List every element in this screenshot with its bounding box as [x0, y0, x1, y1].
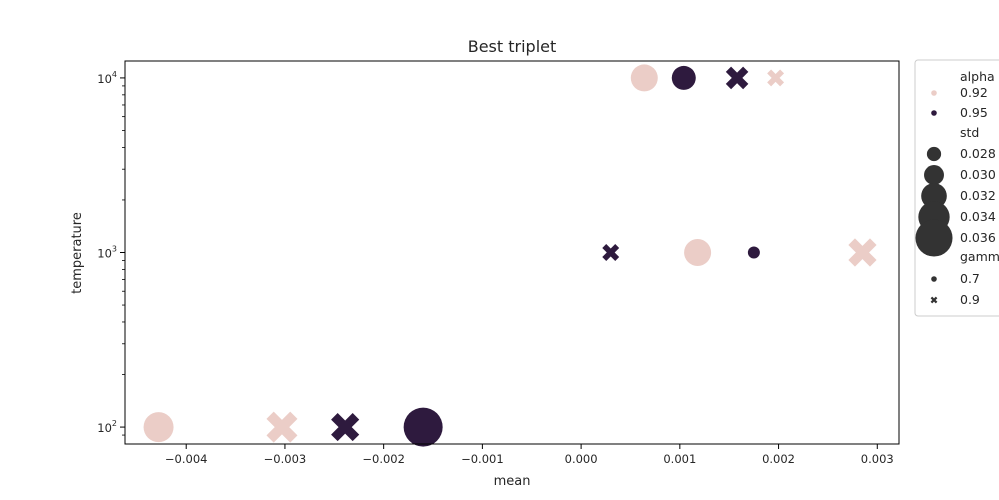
y-axis-label: temperature — [70, 212, 85, 294]
x-tick-label-1: −0.003 — [264, 452, 307, 466]
scatter-point-10 — [725, 66, 749, 90]
legend-style-label-0: 0.7 — [960, 271, 980, 286]
legend-hue-marker-1 — [931, 110, 937, 116]
legend-size-marker-2 — [921, 183, 947, 209]
legend-size-label-3: 0.034 — [960, 209, 996, 224]
scatter-point-9 — [671, 65, 696, 90]
x-tick-label-6: 0.002 — [762, 452, 795, 466]
scatter-point-8 — [630, 64, 658, 92]
scatter-point-2 — [331, 412, 360, 442]
y-tick-base-2: 10 — [97, 72, 112, 86]
legend-hue-label-1: 0.95 — [960, 105, 988, 120]
data-points — [143, 64, 877, 447]
y-tick-exponent-0: 2 — [112, 419, 117, 428]
scatter-point-7 — [848, 238, 877, 267]
x-tick-label-4: 0.000 — [565, 452, 598, 466]
y-tick-base-0: 10 — [97, 421, 112, 435]
x-tick-label-2: −0.002 — [362, 452, 405, 466]
y-tick-label-0: 102 — [97, 419, 117, 435]
legend-size-label-2: 0.032 — [960, 188, 996, 203]
legend-size-label-4: 0.036 — [960, 230, 996, 245]
legend-hue-marker-0 — [931, 90, 937, 96]
legend-size-label-1: 0.030 — [960, 167, 996, 182]
legend-style-marker-1 — [930, 296, 938, 304]
legend-style-marker-0 — [931, 276, 937, 282]
y-tick-label-1: 103 — [97, 245, 117, 261]
legend-hue-title: alpha — [960, 69, 995, 84]
legend-style-title: gamma — [960, 249, 999, 264]
legend-size-marker-0 — [926, 146, 942, 162]
y-tick-exponent-1: 3 — [112, 245, 117, 254]
x-tick-label-0: −0.004 — [165, 452, 208, 466]
y-tick-exponent-2: 4 — [112, 70, 117, 79]
scatter-point-6 — [747, 246, 760, 259]
legend-size-label-0: 0.028 — [960, 146, 996, 161]
x-axis: −0.004 −0.003 −0.002 −0.001 0.000 0.001 0.002 0… — [165, 444, 894, 466]
x-tick-label-7: 0.003 — [861, 452, 894, 466]
chart-title: Best triplet — [468, 37, 557, 56]
legend-size-marker-4 — [915, 219, 953, 257]
scatter-point-1 — [266, 411, 298, 443]
y-tick-label-2: 104 — [97, 70, 117, 86]
legend-hue-label-0: 0.92 — [960, 85, 988, 100]
scatter-point-11 — [767, 69, 785, 87]
legend-style-label-1: 0.9 — [960, 292, 980, 307]
scatter-point-5 — [684, 239, 712, 266]
y-tick-base-1: 10 — [97, 247, 112, 261]
legend-size-title: std — [960, 125, 979, 140]
scatter-point-0 — [143, 412, 174, 443]
x-axis-label: mean — [494, 474, 531, 489]
scatter-point-4 — [602, 244, 620, 261]
scatter-point-3 — [403, 407, 443, 447]
legend-size-marker-1 — [924, 165, 944, 185]
x-tick-label-3: −0.001 — [461, 452, 504, 466]
x-tick-label-5: 0.001 — [663, 452, 696, 466]
